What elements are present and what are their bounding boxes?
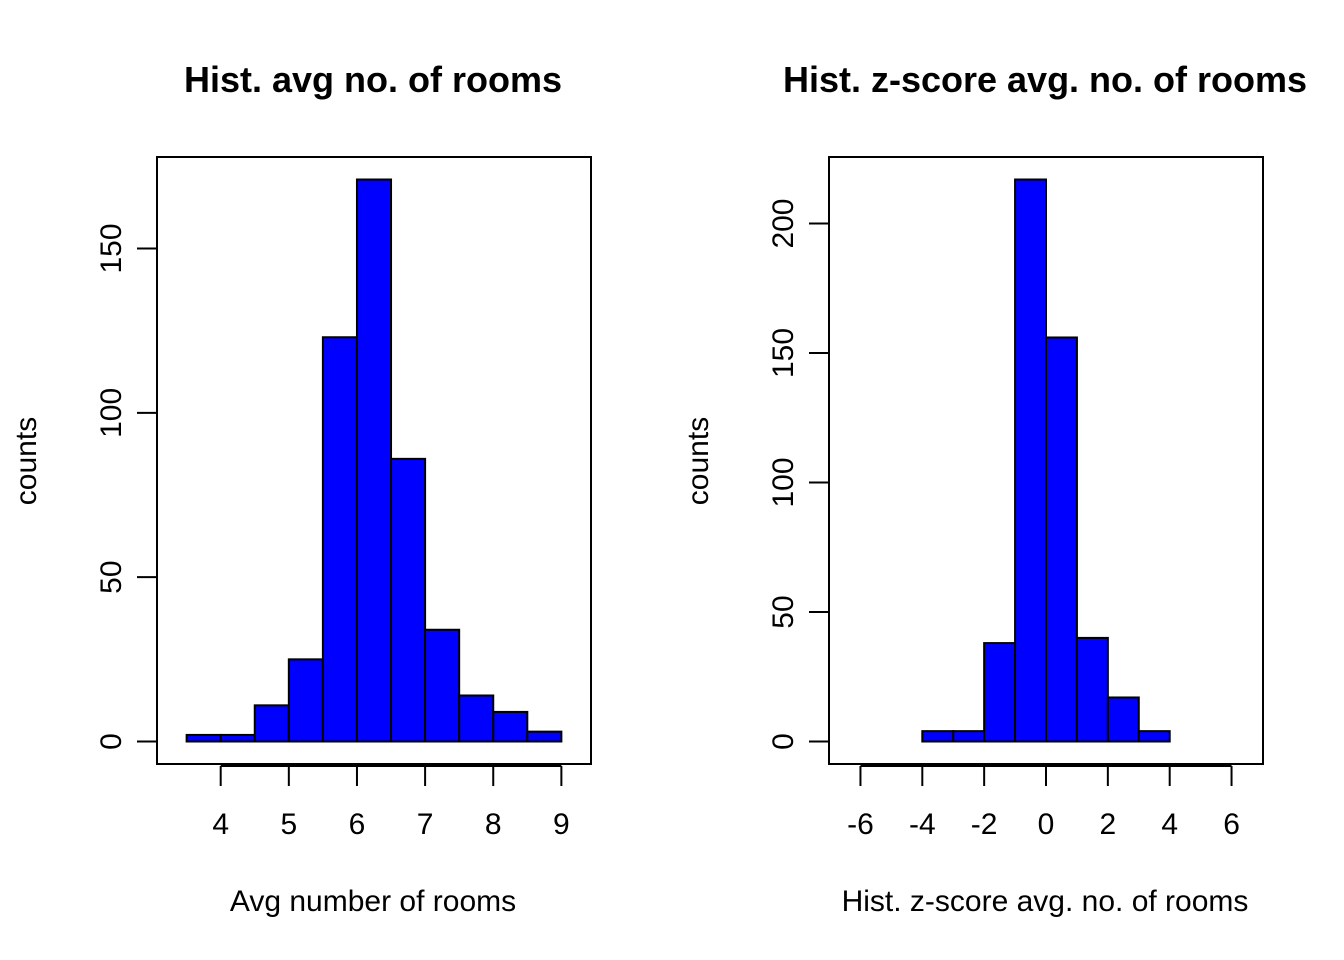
x-tick-label: 7 — [417, 808, 434, 841]
y-tick-label: 150 — [767, 328, 800, 378]
histogram-panel-zscore: Hist. z-score avg. no. of rooms -6 -4 -2 0 2… — [682, 59, 1307, 918]
y-tick-label: 50 — [95, 560, 128, 593]
histogram-bar — [921, 730, 955, 743]
histogram-bar — [424, 628, 461, 743]
histogram-bar — [492, 710, 529, 743]
histogram-bar — [952, 730, 986, 743]
y-tick-label: 100 — [95, 388, 128, 438]
x-tick-label: 5 — [280, 808, 297, 841]
y-axis-label: counts — [682, 417, 715, 505]
x-tick-label: -4 — [909, 808, 936, 841]
histogram-bar — [526, 730, 563, 743]
histogram-bar — [458, 694, 495, 743]
histogram-bar — [253, 704, 290, 743]
y-axis-label: counts — [10, 417, 43, 505]
histogram-bar — [1045, 336, 1078, 743]
y-tick-label: 150 — [95, 223, 128, 273]
y-tick-label: 100 — [767, 457, 800, 507]
histogram-bar — [355, 178, 393, 743]
x-tick-label: -2 — [971, 808, 998, 841]
histogram-bar — [1075, 636, 1109, 743]
y-tick-label: 0 — [95, 733, 128, 750]
x-axis: 4 5 6 7 8 9 — [212, 765, 570, 841]
x-axis-label: Hist. z-score avg. no. of rooms — [842, 885, 1249, 918]
x-axis-label: Avg number of rooms — [230, 885, 516, 918]
x-tick-label: -6 — [847, 808, 874, 841]
x-tick-label: 6 — [349, 808, 366, 841]
histogram-bar — [1106, 696, 1140, 743]
y-axis: 0 50 100 150 — [95, 223, 158, 750]
x-axis: -6 -4 -2 0 2 4 6 — [847, 765, 1240, 841]
x-tick-label: 8 — [485, 808, 502, 841]
x-tick-label: 0 — [1038, 808, 1055, 841]
x-tick-label: 4 — [212, 808, 229, 841]
histogram-bar — [1137, 730, 1171, 743]
histogram-bar — [287, 658, 324, 743]
bars — [921, 178, 1171, 743]
histogram-bar — [983, 642, 1017, 743]
bars — [185, 178, 563, 743]
x-tick-label: 4 — [1161, 808, 1178, 841]
histogram-bar — [219, 733, 256, 743]
x-tick-label: 2 — [1100, 808, 1117, 841]
histogram-bar — [185, 733, 222, 743]
chart-title: Hist. avg no. of rooms — [184, 59, 562, 100]
y-axis: 0 50 100 150 200 — [767, 198, 830, 750]
y-tick-label: 50 — [767, 595, 800, 628]
x-tick-label: 9 — [553, 808, 570, 841]
y-tick-label: 200 — [767, 198, 800, 248]
histogram-bar — [1014, 178, 1047, 743]
histogram-bar — [390, 457, 427, 743]
y-tick-label: 0 — [767, 733, 800, 750]
x-tick-label: 6 — [1223, 808, 1240, 841]
chart-title: Hist. z-score avg. no. of rooms — [783, 59, 1307, 100]
histogram-bar — [321, 336, 358, 743]
